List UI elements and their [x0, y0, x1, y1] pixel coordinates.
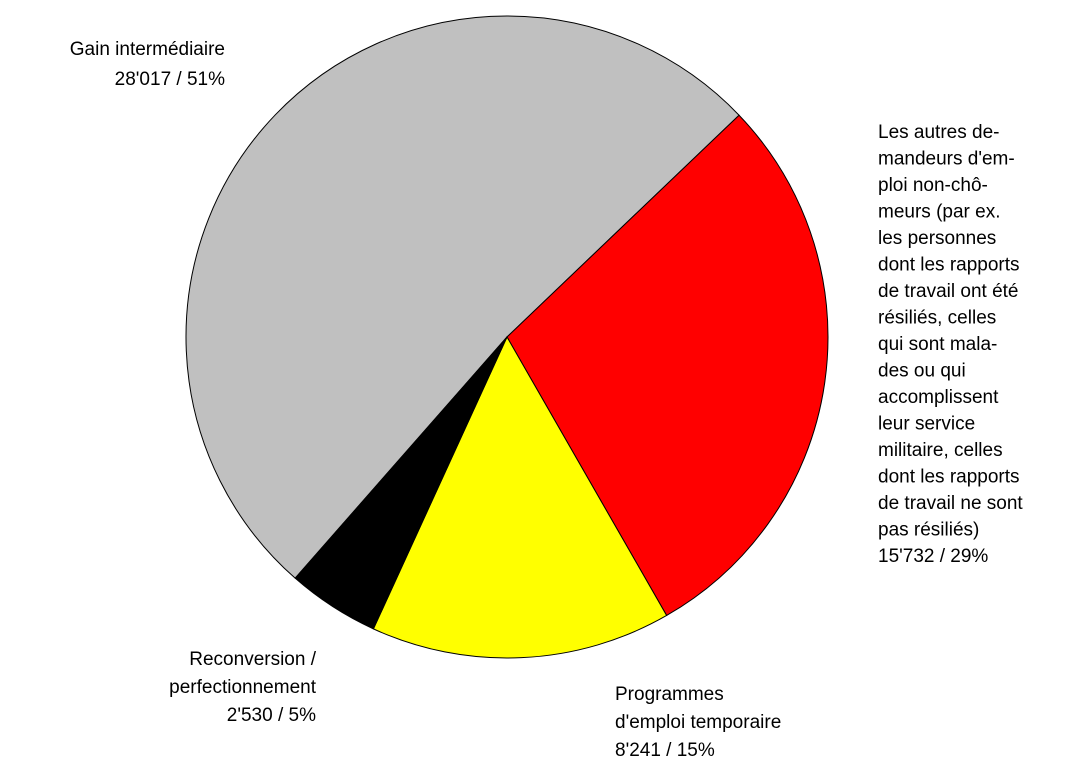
- slice-label: Les autres de-: [878, 122, 999, 143]
- slice-label: d'emploi temporaire: [615, 712, 781, 733]
- slice-label: militaire, celles: [878, 440, 1003, 461]
- slice-label: des ou qui: [878, 361, 966, 382]
- slice-label: accomplissent: [878, 387, 999, 408]
- slice-label: résiliés, celles: [878, 308, 996, 329]
- pie-slice: [506, 114, 829, 617]
- slice-label: dont les rapports: [878, 467, 1020, 488]
- value-label: 2'530 / 5%: [227, 705, 316, 726]
- slice-label: Gain intermédiaire: [70, 39, 225, 60]
- pie-slice: [294, 336, 508, 630]
- slice-label: pas résiliés): [878, 520, 979, 541]
- slice-label: de travail ne sont: [878, 493, 1023, 514]
- value-label: 8'241 / 15%: [615, 740, 715, 761]
- slice-label: qui sont mala-: [878, 334, 997, 355]
- slice-label: mandeurs d'em-: [878, 149, 1015, 170]
- pie-slice: [372, 335, 668, 659]
- slice-label: Reconversion /: [189, 649, 316, 670]
- slice-label: de travail ont été: [878, 281, 1018, 302]
- value-label: 28'017 / 51%: [115, 69, 225, 90]
- slice-label: Programmes: [615, 684, 724, 705]
- slice-label: dont les rapports: [878, 255, 1020, 276]
- slice-label: ploi non-chô-: [878, 175, 988, 196]
- value-label: 15'732 / 29%: [878, 546, 988, 567]
- pie-slice: [185, 15, 740, 579]
- slice-label: les personnes: [878, 228, 996, 249]
- slice-label: leur service: [878, 414, 975, 435]
- slice-label: perfectionnement: [169, 677, 317, 698]
- slice-label: meurs (par ex.: [878, 202, 1000, 223]
